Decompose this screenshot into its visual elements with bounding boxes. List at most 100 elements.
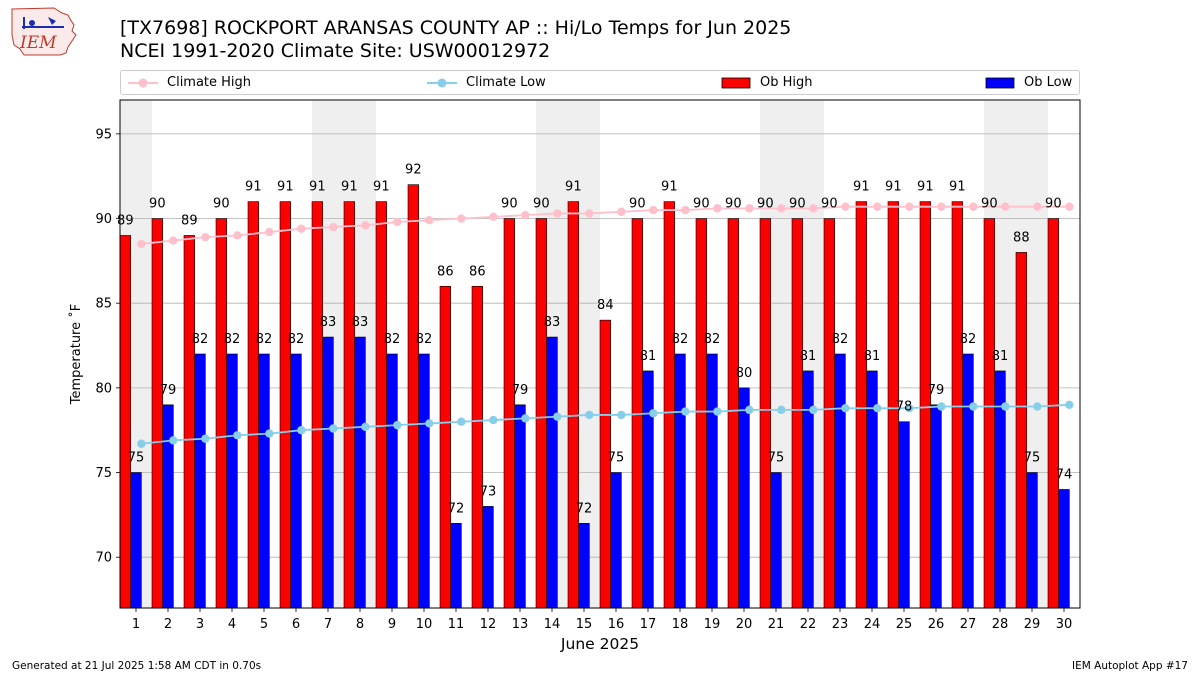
ob-high-data-label: 91 xyxy=(373,180,390,195)
ob-low-bar xyxy=(514,404,526,609)
chart-subtitle: NCEI 1991-2020 Climate Site: USW00012972 xyxy=(120,40,551,62)
climate-low-point xyxy=(137,439,146,448)
ob-high-data-label: 91 xyxy=(309,180,326,195)
y-tick-label: 85 xyxy=(95,297,112,312)
legend-ob-low: Ob Low xyxy=(984,71,1072,94)
x-tick-label: 1 xyxy=(132,617,140,632)
ob-low-data-label: 82 xyxy=(256,332,273,347)
ob-low-data-label: 75 xyxy=(608,451,625,466)
x-tick-label: 8 xyxy=(356,617,364,632)
ob-low-bar xyxy=(194,353,206,609)
x-tick-label: 29 xyxy=(1024,617,1041,632)
ob-high-bar xyxy=(1047,218,1059,609)
ob-low-data-label: 81 xyxy=(864,349,881,364)
ob-high-bar xyxy=(311,201,323,609)
ob-low-data-label: 82 xyxy=(960,332,977,347)
ob-high-data-label: 90 xyxy=(789,197,806,212)
climate-high-point xyxy=(649,205,658,215)
y-tick-label: 90 xyxy=(95,212,112,227)
y-tick-label: 75 xyxy=(95,466,112,481)
ob-high-bar xyxy=(983,218,995,609)
climate-low-point xyxy=(809,405,818,415)
climate-high-point xyxy=(1001,202,1010,211)
ob-high-bar xyxy=(727,218,739,609)
climate-high-point xyxy=(329,222,338,232)
ob-high-data-label: 91 xyxy=(565,180,582,195)
y-tick-label: 95 xyxy=(95,127,112,142)
ob-low-data-label: 82 xyxy=(416,332,433,347)
ob-low-swatch xyxy=(985,77,1015,88)
climate-low-point xyxy=(617,410,626,420)
legend-label: Climate High xyxy=(167,75,252,90)
ob-high-bar xyxy=(855,201,867,609)
climate-high-point xyxy=(137,239,146,249)
ob-high-bar xyxy=(183,235,195,609)
ob-low-data-label: 82 xyxy=(704,332,721,347)
climate-low-point xyxy=(265,429,274,438)
ob-high-data-label: 90 xyxy=(533,197,550,212)
climate-high-point xyxy=(681,205,690,215)
climate-low-point xyxy=(841,403,850,413)
ob-low-bar xyxy=(898,421,910,609)
x-tick-label: 13 xyxy=(512,617,529,632)
x-tick-label: 23 xyxy=(832,617,849,632)
ob-low-bar xyxy=(130,472,142,609)
ob-low-bar xyxy=(226,353,238,609)
ob-high-data-label: 90 xyxy=(501,197,518,212)
x-tick-label: 24 xyxy=(864,617,881,632)
svg-text:IEM: IEM xyxy=(19,33,57,53)
ob-low-bar xyxy=(1026,472,1038,609)
legend-label: Climate Low xyxy=(466,75,546,90)
climate-high-swatch xyxy=(128,78,158,87)
ob-low-bar xyxy=(1058,489,1070,609)
climate-high-point xyxy=(969,202,978,211)
climate-low-point xyxy=(777,405,786,415)
ob-high-data-label: 90 xyxy=(149,197,166,212)
ob-low-data-label: 83 xyxy=(544,315,561,330)
ob-low-bar xyxy=(674,353,686,609)
ob-high-data-label: 91 xyxy=(245,180,262,195)
ob-high-data-label: 90 xyxy=(693,197,710,212)
legend-climate-low: Climate Low xyxy=(426,71,546,94)
ob-low-data-label: 79 xyxy=(928,383,945,398)
ob-low-data-label: 82 xyxy=(288,332,305,347)
ob-high-bar xyxy=(247,201,259,609)
climate-high-point xyxy=(553,209,562,218)
ob-low-data-label: 83 xyxy=(320,315,337,330)
ob-low-bar xyxy=(610,472,622,609)
ob-high-bar xyxy=(407,184,419,609)
climate-low-point xyxy=(905,403,914,413)
ob-low-bar xyxy=(290,353,302,609)
climate-high-point xyxy=(905,202,914,211)
ob-low-data-label: 75 xyxy=(1024,451,1041,466)
legend-ob-high: Ob High xyxy=(720,71,813,94)
climate-high-point xyxy=(937,202,946,211)
ob-low-data-label: 72 xyxy=(576,501,593,516)
ob-high-bar xyxy=(791,218,803,609)
ob-high-data-label: 89 xyxy=(117,213,134,228)
ob-high-bar xyxy=(951,201,963,609)
ob-high-bar xyxy=(503,218,515,609)
climate-low-point xyxy=(585,410,594,420)
climate-high-point xyxy=(777,204,786,213)
ob-high-bar xyxy=(375,201,387,609)
ob-high-data-label: 90 xyxy=(821,197,838,212)
ob-high-data-label: 91 xyxy=(917,180,934,195)
ob-high-data-label: 91 xyxy=(661,180,678,195)
x-tick-label: 5 xyxy=(260,617,268,632)
ob-high-bar xyxy=(279,201,291,609)
ob-low-bar xyxy=(450,523,462,609)
climate-low-point xyxy=(745,405,754,415)
climate-high-point xyxy=(297,224,306,233)
ob-low-bar xyxy=(418,353,430,609)
climate-low-point xyxy=(1033,402,1042,411)
climate-low-point xyxy=(201,434,210,443)
ob-low-data-label: 82 xyxy=(224,332,241,347)
ob-high-bar xyxy=(919,201,931,609)
ob-high-data-label: 91 xyxy=(341,180,358,195)
climate-low-point xyxy=(937,402,946,411)
x-tick-label: 30 xyxy=(1056,617,1073,632)
climate-low-point xyxy=(425,419,434,428)
x-tick-label: 25 xyxy=(896,617,913,632)
